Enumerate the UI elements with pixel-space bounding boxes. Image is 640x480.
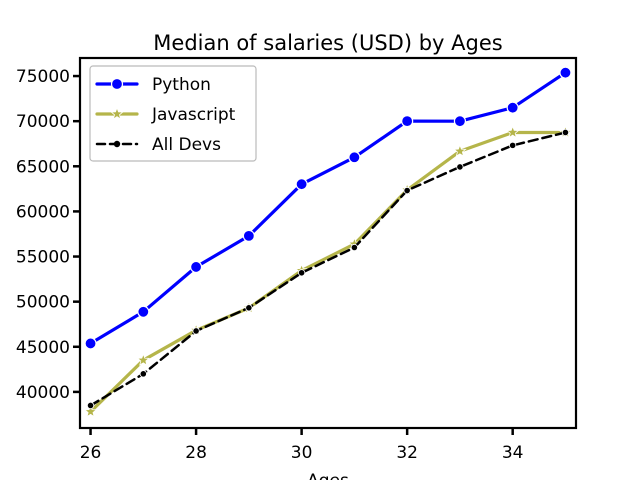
y-tick-label: 40000: [16, 383, 70, 403]
x-tick-label: 34: [502, 443, 524, 463]
python-data-point: [84, 337, 97, 350]
legend: Python Javascript All Devs: [89, 65, 257, 162]
legend-label-javascript: Javascript: [151, 105, 236, 125]
python-data-point: [348, 151, 361, 164]
legend-label-python: Python: [152, 75, 211, 95]
all-devs-data-point: [350, 243, 358, 252]
javascript-data-point: [505, 125, 520, 139]
legend-marker-javascript: [110, 106, 124, 120]
all-devs-data-point: [403, 186, 411, 195]
all-devs-data-point: [86, 401, 95, 410]
legend-box: [89, 65, 257, 162]
all-devs-data-point: [561, 128, 570, 137]
python-data-point: [401, 115, 414, 128]
javascript-data-point: [136, 353, 151, 366]
plot-area: 26 28 30 32 34 40000 45000 50000 55000 60000 65000…: [16, 56, 578, 463]
chart-title: Median of salaries (USD) by Ages: [153, 31, 502, 55]
python-data-point: [506, 101, 519, 114]
all-devs-data-point: [509, 141, 517, 149]
x-tick-label: 26: [80, 443, 102, 463]
python-data-point: [137, 305, 150, 318]
y-tick-label: 65000: [16, 157, 70, 177]
all-devs-data-point: [245, 304, 253, 312]
all-devs-data-point: [456, 163, 464, 171]
series-line-javascript: [88, 130, 568, 414]
all-devs-data-point: [139, 370, 147, 378]
y-tick-label: 55000: [16, 248, 70, 268]
javascript-data-point: [83, 404, 98, 418]
series-line-all-devs: [89, 131, 567, 407]
y-tick-label: 60000: [16, 202, 70, 222]
legend-marker-python: [110, 77, 124, 91]
legend-label-all-devs: All Devs: [152, 135, 221, 155]
y-tick-label: 70000: [16, 112, 70, 132]
javascript-data-point: [453, 144, 467, 157]
python-data-point: [453, 115, 467, 128]
python-data-point: [559, 66, 572, 79]
y-tick-label: 75000: [16, 67, 70, 87]
python-data-point: [295, 178, 308, 191]
x-tick-label: 30: [291, 443, 313, 463]
y-tick-label: 50000: [16, 293, 70, 313]
plot-frame: [78, 56, 578, 430]
legend-marker-all-devs: [113, 140, 121, 148]
x-tick-label: 32: [396, 443, 418, 463]
python-data-point: [242, 229, 255, 242]
x-tick-label: 28: [185, 443, 207, 463]
series-line-python: [88, 71, 568, 345]
x-axis-label: Ages: [307, 471, 349, 480]
y-tick-label: 45000: [16, 338, 70, 358]
python-data-point: [189, 260, 203, 274]
all-devs-data-point: [298, 269, 306, 277]
all-devs-data-point: [192, 327, 200, 335]
